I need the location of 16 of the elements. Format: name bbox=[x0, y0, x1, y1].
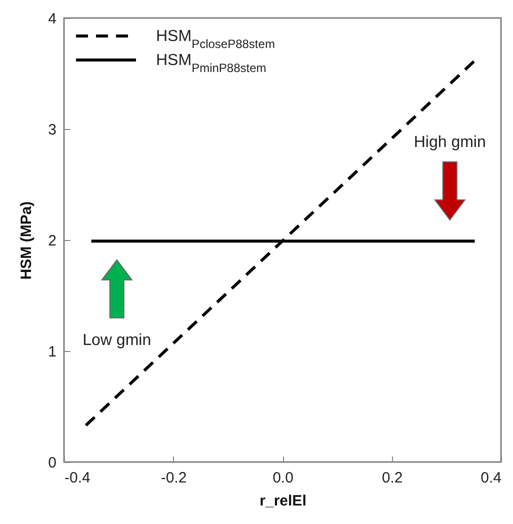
x-axis-title: r_relEl bbox=[260, 492, 306, 510]
y-tick-label: 1 bbox=[48, 344, 56, 360]
y-tick-label: 2 bbox=[48, 232, 56, 250]
x-tick-label: 0.2 bbox=[382, 470, 403, 486]
x-tick-label: -0.4 bbox=[64, 470, 90, 486]
y-axis-title: HSM (MPa) bbox=[18, 201, 36, 280]
legend-label: HSM$_{PcloseP88stem}$ bbox=[156, 28, 275, 51]
y-tick-label: 4 bbox=[48, 10, 56, 28]
annotation: High gmin bbox=[414, 134, 486, 151]
y-tick-label: 3 bbox=[48, 122, 56, 138]
legend-label: HSM$_{PminP88stem}$ bbox=[156, 52, 266, 75]
x-tick-label: 0.0 bbox=[272, 470, 294, 486]
x-tick-label: -0.2 bbox=[160, 470, 187, 486]
annotation: Low gmin bbox=[82, 332, 152, 349]
y-tick-label: 0 bbox=[48, 454, 56, 472]
x-tick-label: 0.4 bbox=[480, 470, 502, 486]
